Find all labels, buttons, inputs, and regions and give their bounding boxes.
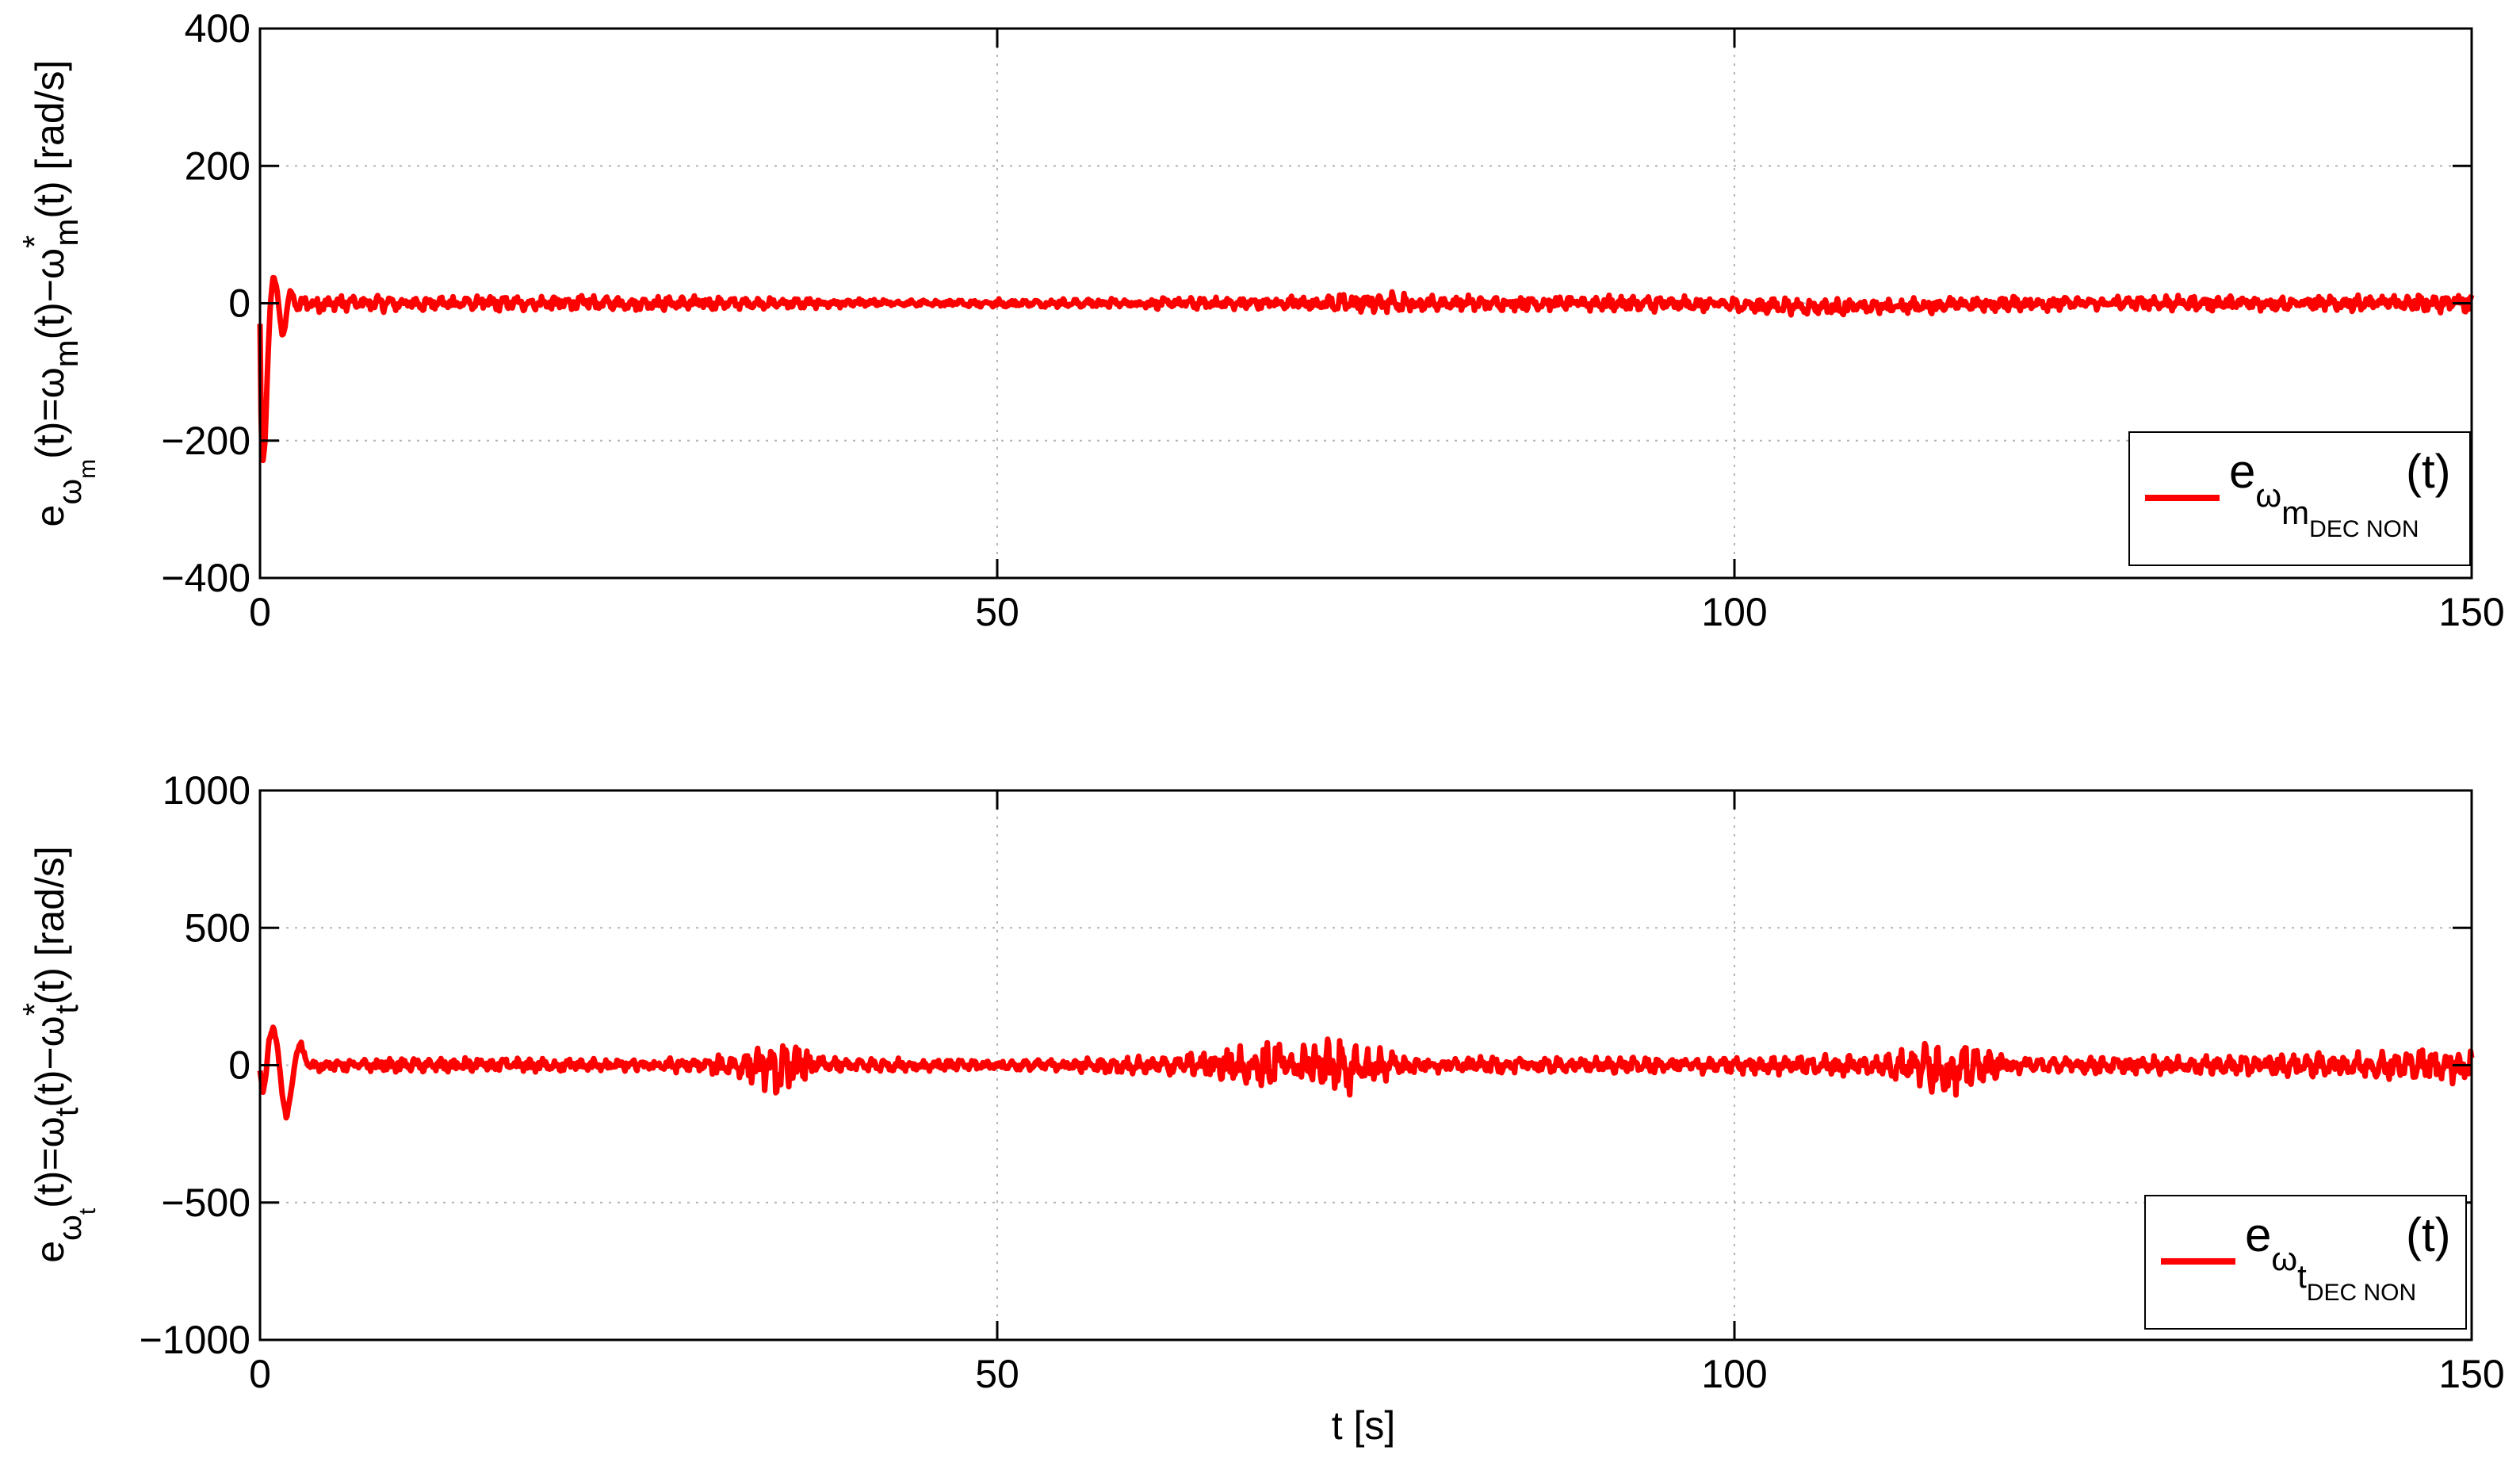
top-series-line: [257, 274, 2475, 464]
bottom-series-line: [257, 1024, 2475, 1121]
top-legend: eωmDEC NON (t): [2128, 431, 2471, 566]
top-ylabel-sub-m3: m: [48, 219, 85, 247]
top-y-axis-label: eωm(t)=ωm(t)−ω*m(t) [rad/s]: [16, 60, 101, 527]
top-x-tick-label: 100: [1701, 590, 1767, 634]
top-ylabel-omega: ω: [51, 479, 88, 505]
bottom-legend: eωtDEC NON (t): [2144, 1195, 2467, 1330]
bottom-ylabel-end: (t) [rad/s]: [28, 846, 72, 1005]
bottom-legend-omega: ω: [2271, 1240, 2297, 1277]
bottom-y-tick-label: −1000: [140, 1318, 250, 1362]
bottom-x-tick-label: 0: [249, 1352, 271, 1396]
top-series-polyline: [257, 274, 2475, 464]
top-x-tick-label: 50: [975, 590, 1019, 634]
bottom-y-tick-label: 0: [228, 1043, 250, 1088]
bottom-y-tick-label: 500: [185, 905, 250, 950]
top-y-tick-label: 200: [185, 144, 250, 188]
top-legend-e: e: [2229, 445, 2255, 498]
top-legend-t: (t): [2406, 445, 2451, 498]
bottom-ylabel-sub-t2: t: [48, 1107, 85, 1116]
top-ylabel-eq: (t)=ω: [28, 367, 72, 458]
bottom-ylabel-mid: (t)−ω: [28, 1016, 72, 1107]
top-ylabel-e: e: [28, 505, 72, 527]
bottom-ylabel-eq: (t)=ω: [28, 1116, 72, 1207]
bottom-legend-label: eωtDEC NON: [2245, 1208, 2416, 1306]
top-x-tick-label: 150: [2438, 590, 2504, 634]
top-ticks: 0 50 100 150 −400 −200 0 200 400: [161, 6, 2504, 634]
top-legend-subsub: DEC NON: [2309, 516, 2419, 542]
bottom-series-polyline: [257, 1024, 2475, 1121]
bottom-ylabel-star: *: [16, 1003, 53, 1016]
bottom-legend-t: (t): [2406, 1208, 2451, 1261]
bottom-x-tick-label: 100: [1701, 1352, 1767, 1396]
bottom-x-tick-label: 150: [2438, 1352, 2504, 1396]
bottom-ylabel-sub-t3: t: [48, 1005, 85, 1014]
bottom-y-tick-label: 1000: [163, 768, 250, 813]
bottom-ylabel-e: e: [28, 1241, 72, 1263]
top-ylabel-sub-m2: m: [48, 339, 85, 367]
top-y-label-text: eωm(t)=ωm(t)−ω*m(t) [rad/s]: [16, 60, 101, 527]
bottom-legend-e: e: [2245, 1208, 2271, 1261]
top-legend-label: eωmDEC NON: [2229, 445, 2419, 542]
bottom-x-tick-label: 50: [975, 1352, 1019, 1396]
bottom-y-axis-label: eωt(t)=ωt(t)−ω*t(t) [rad/s]: [16, 846, 101, 1263]
bottom-y-label-text: eωt(t)=ωt(t)−ω*t(t) [rad/s]: [16, 846, 101, 1263]
bottom-legend-subsub: DEC NON: [2307, 1280, 2416, 1306]
bottom-ylabel-omega: ω: [51, 1215, 88, 1241]
top-y-tick-label: 400: [185, 6, 250, 51]
bottom-ylabel-sub-t: t: [75, 1207, 101, 1215]
top-legend-omega: ω: [2255, 476, 2281, 514]
bottom-x-axis-label: t [s]: [1332, 1403, 1396, 1448]
top-ylabel-star: *: [16, 235, 53, 248]
bottom-legend-sub: t: [2297, 1257, 2307, 1295]
bottom-ticks: 0 50 100 150 −1000 −500 0 500 1000: [140, 768, 2505, 1396]
bottom-y-tick-label: −500: [161, 1181, 250, 1225]
top-y-tick-label: −400: [161, 556, 250, 600]
top-y-tick-label: 0: [228, 281, 250, 326]
top-ylabel-end: (t) [rad/s]: [28, 60, 72, 219]
top-x-tick-label: 0: [249, 590, 271, 634]
top-ylabel-sub-m: m: [75, 459, 101, 479]
top-legend-sub: m: [2281, 494, 2309, 531]
top-y-tick-label: −200: [161, 419, 250, 463]
top-ylabel-mid: (t)−ω: [28, 248, 72, 339]
